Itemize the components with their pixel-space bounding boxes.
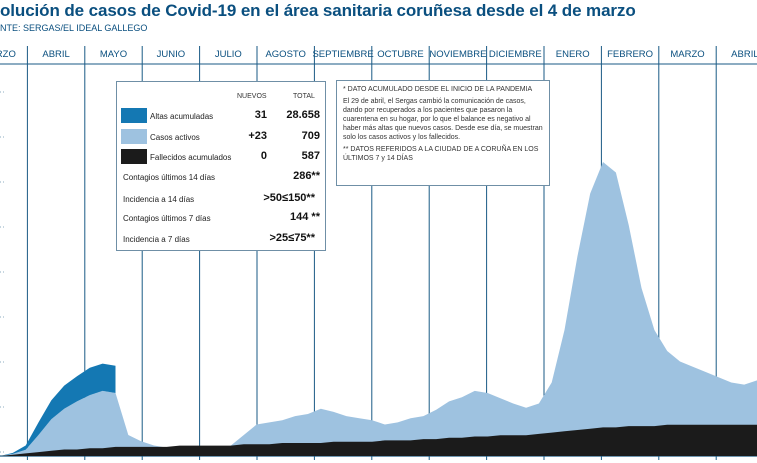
legend-col-nuevos: NUEVOS (237, 93, 267, 100)
month-label: ABRIL (731, 49, 757, 60)
month-label: JUNIO (157, 49, 186, 60)
stat-label-incidencia-14: Incidencia a 14 días (123, 195, 195, 204)
series-area-activos (0, 162, 757, 456)
month-label: SEPTIEMBRE (312, 49, 373, 60)
note-panel: * DATO ACUMULADO DESDE EL INICIO DE LA P… (336, 80, 550, 186)
month-label: OCTUBRE (377, 49, 423, 60)
chart-title: olución de casos de Covid-19 en el área … (0, 1, 636, 20)
note-line-3: ** DATOS REFERIDOS A LA CIUDAD DE A CORU… (343, 146, 539, 162)
legend-nuevos-fallecidos: 0 (260, 150, 267, 162)
stat-value-contagios-14: 286** (293, 170, 320, 182)
month-label: FEBRERO (607, 49, 653, 60)
month-label: ENERO (556, 49, 590, 60)
stat-label-incidencia-7: Incidencia a 7 días (123, 235, 190, 244)
series-area-fallecidos (0, 424, 757, 456)
legend-label-activos: Casos activos (150, 133, 200, 142)
month-label: MARZO (670, 49, 704, 60)
swatch-activos (121, 129, 147, 144)
swatch-altas (121, 108, 147, 123)
month-label: MARZO (0, 49, 16, 60)
legend-total-fallecidos: 587 (301, 150, 320, 162)
month-label: ABRIL (42, 49, 69, 60)
legend-col-total: TOTAL (293, 93, 315, 100)
stat-value-incidencia-7: >25≤75** (269, 232, 316, 244)
legend-panel: NUEVOS TOTAL Altas acumuladas 31 28.658 … (116, 81, 326, 251)
month-label: JULIO (215, 49, 242, 60)
month-label: MAYO (100, 49, 127, 60)
legend-label-fallecidos: Fallecidos acumulados (150, 153, 232, 162)
legend-nuevos-altas: 31 (254, 109, 267, 121)
swatch-fallecidos (121, 149, 147, 164)
legend-nuevos-activos: +23 (248, 130, 267, 142)
chart-source: NTE: SERGAS/EL IDEAL GALLEGO (0, 23, 148, 33)
note-line-1: * DATO ACUMULADO DESDE EL INICIO DE LA P… (343, 86, 533, 93)
legend-label-altas: Altas acumuladas (150, 112, 214, 121)
stat-value-incidencia-14: >50≤150** (263, 192, 315, 204)
note-line-2: El 29 de abril, el Sergas cambió la comu… (343, 98, 543, 141)
month-label: AGOSTO (265, 49, 305, 60)
month-labels: MARZO ABRIL MAYO JUNIO JULIO AGOSTO SEPTIEMBRE… (0, 49, 757, 60)
stat-value-contagios-7: 144 ** (290, 211, 320, 223)
month-label: NOVIEMBRE (429, 49, 486, 60)
stat-label-contagios-7: Contagios últimos 7 días (123, 214, 211, 223)
legend-total-altas: 28.658 (286, 109, 320, 121)
stat-label-contagios-14: Contagios últimos 14 días (123, 173, 216, 182)
legend-total-activos: 709 (301, 130, 320, 142)
month-label: DICIEMBRE (489, 49, 542, 60)
chart-series (0, 162, 757, 456)
series-area-altas (0, 363, 116, 456)
